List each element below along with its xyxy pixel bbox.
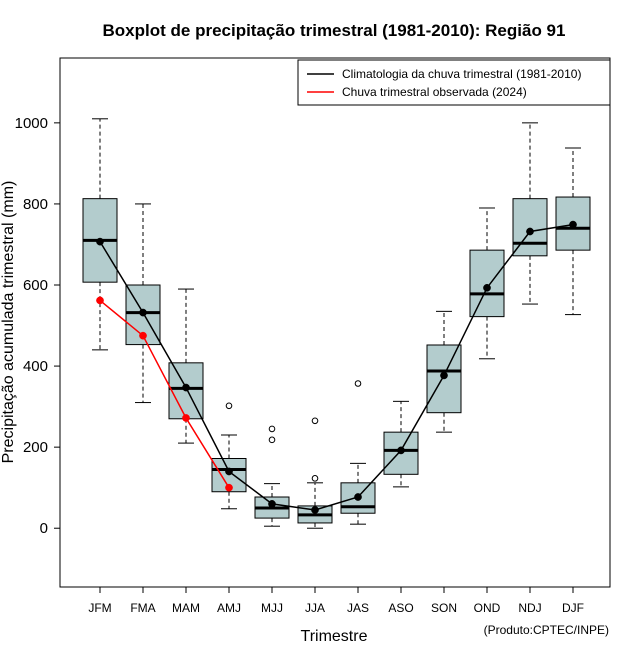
outlier-point bbox=[354, 380, 362, 387]
plot-frame bbox=[59, 57, 611, 588]
series-point bbox=[225, 483, 233, 492]
box-iqr bbox=[469, 249, 505, 318]
x-tick-label: DJF bbox=[562, 601, 584, 615]
x-tick-label: MAM bbox=[172, 601, 200, 615]
legend: Climatologia da chuva trimestral (1981-2… bbox=[297, 59, 611, 106]
y-tick-label: 800 bbox=[23, 196, 48, 213]
outlier-point bbox=[268, 436, 276, 444]
y-axis-label: Precipitação acumulada trimestral (mm) bbox=[0, 181, 17, 464]
box-AMJ bbox=[211, 402, 247, 510]
box-JAS bbox=[340, 380, 376, 525]
box-OND bbox=[469, 207, 505, 360]
box-FMA bbox=[125, 203, 161, 404]
box-DJF bbox=[555, 147, 591, 316]
x-tick-label: JFM bbox=[88, 601, 111, 615]
y-tick-label: 0 bbox=[40, 520, 48, 537]
x-tick-label: FMA bbox=[130, 601, 155, 615]
box-JFM bbox=[82, 118, 118, 351]
y-tick-label: 400 bbox=[23, 358, 48, 375]
series-point bbox=[483, 283, 491, 292]
series-line bbox=[99, 223, 574, 511]
series-observed bbox=[96, 296, 233, 492]
series-point bbox=[526, 227, 534, 236]
outlier-point bbox=[225, 402, 233, 410]
outlier-point bbox=[311, 475, 319, 482]
y-tick-label: 200 bbox=[23, 439, 48, 456]
series-point bbox=[225, 467, 233, 476]
box-NDJ bbox=[512, 122, 548, 305]
chart-title: Boxplot de precipitação trimestral (1981… bbox=[103, 21, 566, 40]
series-point bbox=[268, 500, 276, 508]
series-point bbox=[182, 383, 190, 392]
x-tick-label: ASO bbox=[388, 601, 413, 615]
series-point bbox=[96, 237, 104, 246]
series-point bbox=[569, 220, 577, 229]
series-point bbox=[139, 331, 147, 340]
y-tick-label: 1000 bbox=[15, 115, 48, 132]
x-tick-label: SON bbox=[431, 601, 457, 615]
box-JJA bbox=[297, 417, 333, 529]
outlier-point bbox=[311, 417, 319, 425]
series-point bbox=[96, 296, 104, 305]
credit-label: (Produto:CPTEC/INPE) bbox=[484, 623, 609, 637]
series-point bbox=[354, 493, 362, 501]
box-ASO bbox=[383, 400, 419, 488]
series-point bbox=[397, 446, 405, 455]
series-point bbox=[311, 506, 319, 514]
plot-area bbox=[59, 57, 611, 588]
box-MJJ bbox=[254, 425, 290, 527]
series-point bbox=[440, 371, 448, 380]
x-tick-label: JAS bbox=[347, 601, 369, 615]
series-climatology bbox=[96, 220, 577, 514]
y-tick-label: 600 bbox=[23, 277, 48, 294]
x-tick-label: NDJ bbox=[518, 601, 541, 615]
x-axis-label: Trimestre bbox=[301, 628, 368, 645]
x-axis: JFM FMA MAM AMJ MJJ JJA JAS ASO SON OND NDJ DJF bbox=[88, 587, 584, 615]
x-tick-label: MJJ bbox=[261, 601, 283, 615]
outlier-point bbox=[268, 425, 276, 433]
x-tick-label: JJA bbox=[305, 601, 325, 615]
legend-box bbox=[297, 59, 611, 106]
x-tick-label: OND bbox=[474, 601, 501, 615]
x-tick-label: AMJ bbox=[217, 601, 241, 615]
legend-label-observed: Chuva trimestral observada (2024) bbox=[342, 85, 527, 99]
box-iqr bbox=[512, 198, 548, 257]
series-point bbox=[182, 414, 190, 422]
series-line bbox=[99, 299, 230, 489]
legend-label-climatology: Climatologia da chuva trimestral (1981-2… bbox=[342, 67, 581, 81]
y-axis: 0 200 400 600 800 1000 bbox=[15, 115, 60, 537]
series-point bbox=[139, 308, 147, 317]
